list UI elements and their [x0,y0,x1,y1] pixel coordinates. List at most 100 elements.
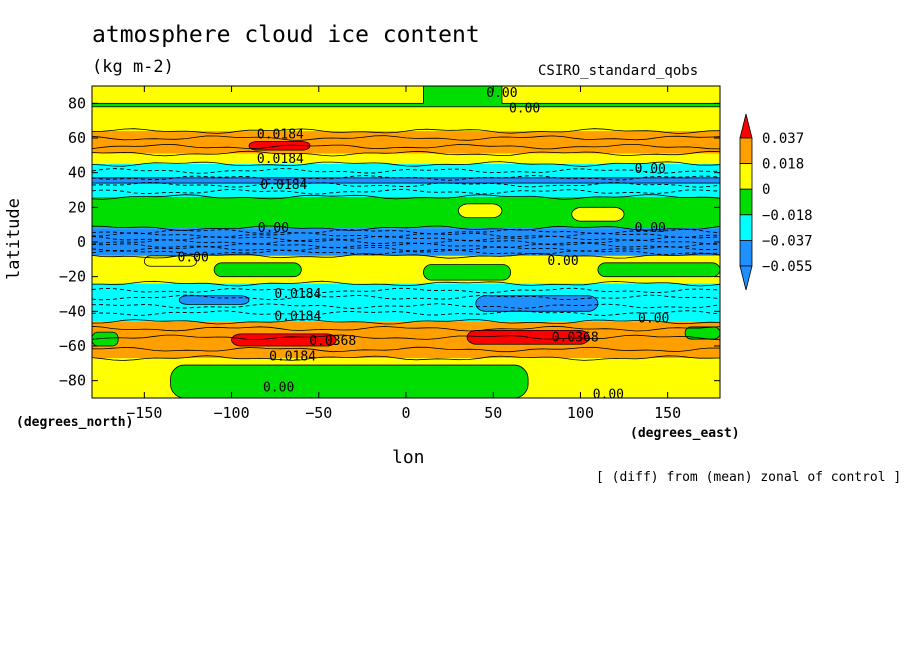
patch-outline [501,86,720,104]
x-tick-label: 100 [567,404,594,422]
contour-label: 0.0184 [260,178,307,193]
contour-label: 0.00 [263,381,294,396]
colorbar-label: −0.018 [762,208,813,224]
patch-outline [475,295,599,312]
colorbar-label: −0.055 [762,259,813,275]
shaded-patch [475,295,598,312]
y-tick-label: −80 [59,372,86,390]
contour-line [92,232,720,238]
y-tick-label: 0 [77,233,86,251]
colorbar-swatch [739,214,753,241]
y-tick-label: 80 [68,94,86,112]
contour-label: 0.00 [638,311,669,326]
colorbar-swatch [739,188,753,216]
contour-line [92,161,720,167]
contour-label: 0.00 [593,388,624,403]
x-tick-label: −100 [213,404,249,422]
shaded-patch [92,332,119,346]
contour-line [92,135,720,141]
contour-line [92,194,720,200]
contour-line [92,175,720,181]
shaded-patch [571,207,625,222]
colorbar-label: −0.037 [762,233,813,249]
chart-title: atmosphere cloud ice content [92,22,480,48]
y-axis-units: (degrees_north) [16,415,134,430]
contour-label: 0.00 [486,86,517,101]
contour-label: 0.0368 [552,330,599,345]
shaded-patch [144,255,197,267]
y-tick-label: −60 [59,337,86,355]
patch-outline [213,262,302,278]
contour-line [92,346,720,353]
shaded-patch [214,262,302,277]
contour-label: 0.0184 [269,349,316,364]
y-tick-label: 60 [68,129,86,147]
colorbar-swatch [739,239,753,267]
colorbar-label: 0.037 [762,131,804,147]
contour-label: 0.00 [547,254,578,269]
colorbar-swatch [739,163,753,190]
contour-line [92,168,720,174]
y-tick-label: −40 [59,302,86,320]
contour-line [92,143,720,150]
contour-line [92,325,720,332]
contour-label: 0.0184 [274,287,321,302]
x-tick-label: 0 [401,404,410,422]
shaded-patch [170,365,529,398]
contour-label: 0.00 [635,162,666,177]
zonal-band [92,153,720,164]
patch-outline [231,333,337,347]
patch-outline [466,329,590,345]
patch-outline [457,203,503,219]
x-axis-units: (degrees_east) [630,426,740,441]
x-tick-label: −50 [305,404,332,422]
contour-line [92,128,720,134]
zonal-band [92,321,720,359]
patch-outline [170,364,529,398]
shaded-patch [458,203,502,218]
colorbar-top-arrow [739,113,753,139]
colorbar-label: 0 [762,182,770,198]
x-tick-label: −150 [126,404,162,422]
patch-outline [143,255,198,267]
contour-line [92,150,720,157]
shaded-patch [597,262,720,277]
contour-line [92,280,720,287]
contour-label: 0.00 [635,221,666,236]
contour-line [92,318,720,325]
footnote: [ (diff) from (mean) zonal of control ] [596,470,902,485]
dataset-label: CSIRO_standard_qobs [538,63,699,79]
contour-label: 0.00 [509,102,540,117]
y-tick-label: 40 [68,164,86,182]
y-tick-label: 20 [68,198,86,216]
contour-line [92,239,720,245]
contour-label: 0.00 [258,221,289,236]
contour-label: 0.00 [178,251,209,266]
zonal-band [92,196,720,229]
x-tick-label: 50 [484,404,502,422]
colorbar-label: 0.018 [762,157,804,173]
x-tick-label: 150 [654,404,681,422]
shaded-patch [92,177,720,184]
contour-line [92,253,720,259]
patch-outline [92,86,424,104]
contour-label: 0.0184 [257,152,304,167]
zonal-band [92,131,720,154]
contour-label: 0.0184 [274,310,321,325]
patch-outline [248,141,311,151]
shaded-patch [423,264,511,281]
patch-outline [92,331,119,347]
patch-outline [92,177,720,184]
contour-line [92,225,720,231]
patch-outline [597,262,720,278]
patch-outline [571,206,625,222]
colorbar-bottom-arrow [739,265,753,291]
shaded-patch [685,326,720,340]
contour-line [92,246,720,252]
contour-label: 0.0368 [309,334,356,349]
x-axis-label: lon [392,447,425,468]
shaded-patch [501,86,720,104]
patch-outline [178,295,250,305]
y-tick-label: −20 [59,268,86,286]
